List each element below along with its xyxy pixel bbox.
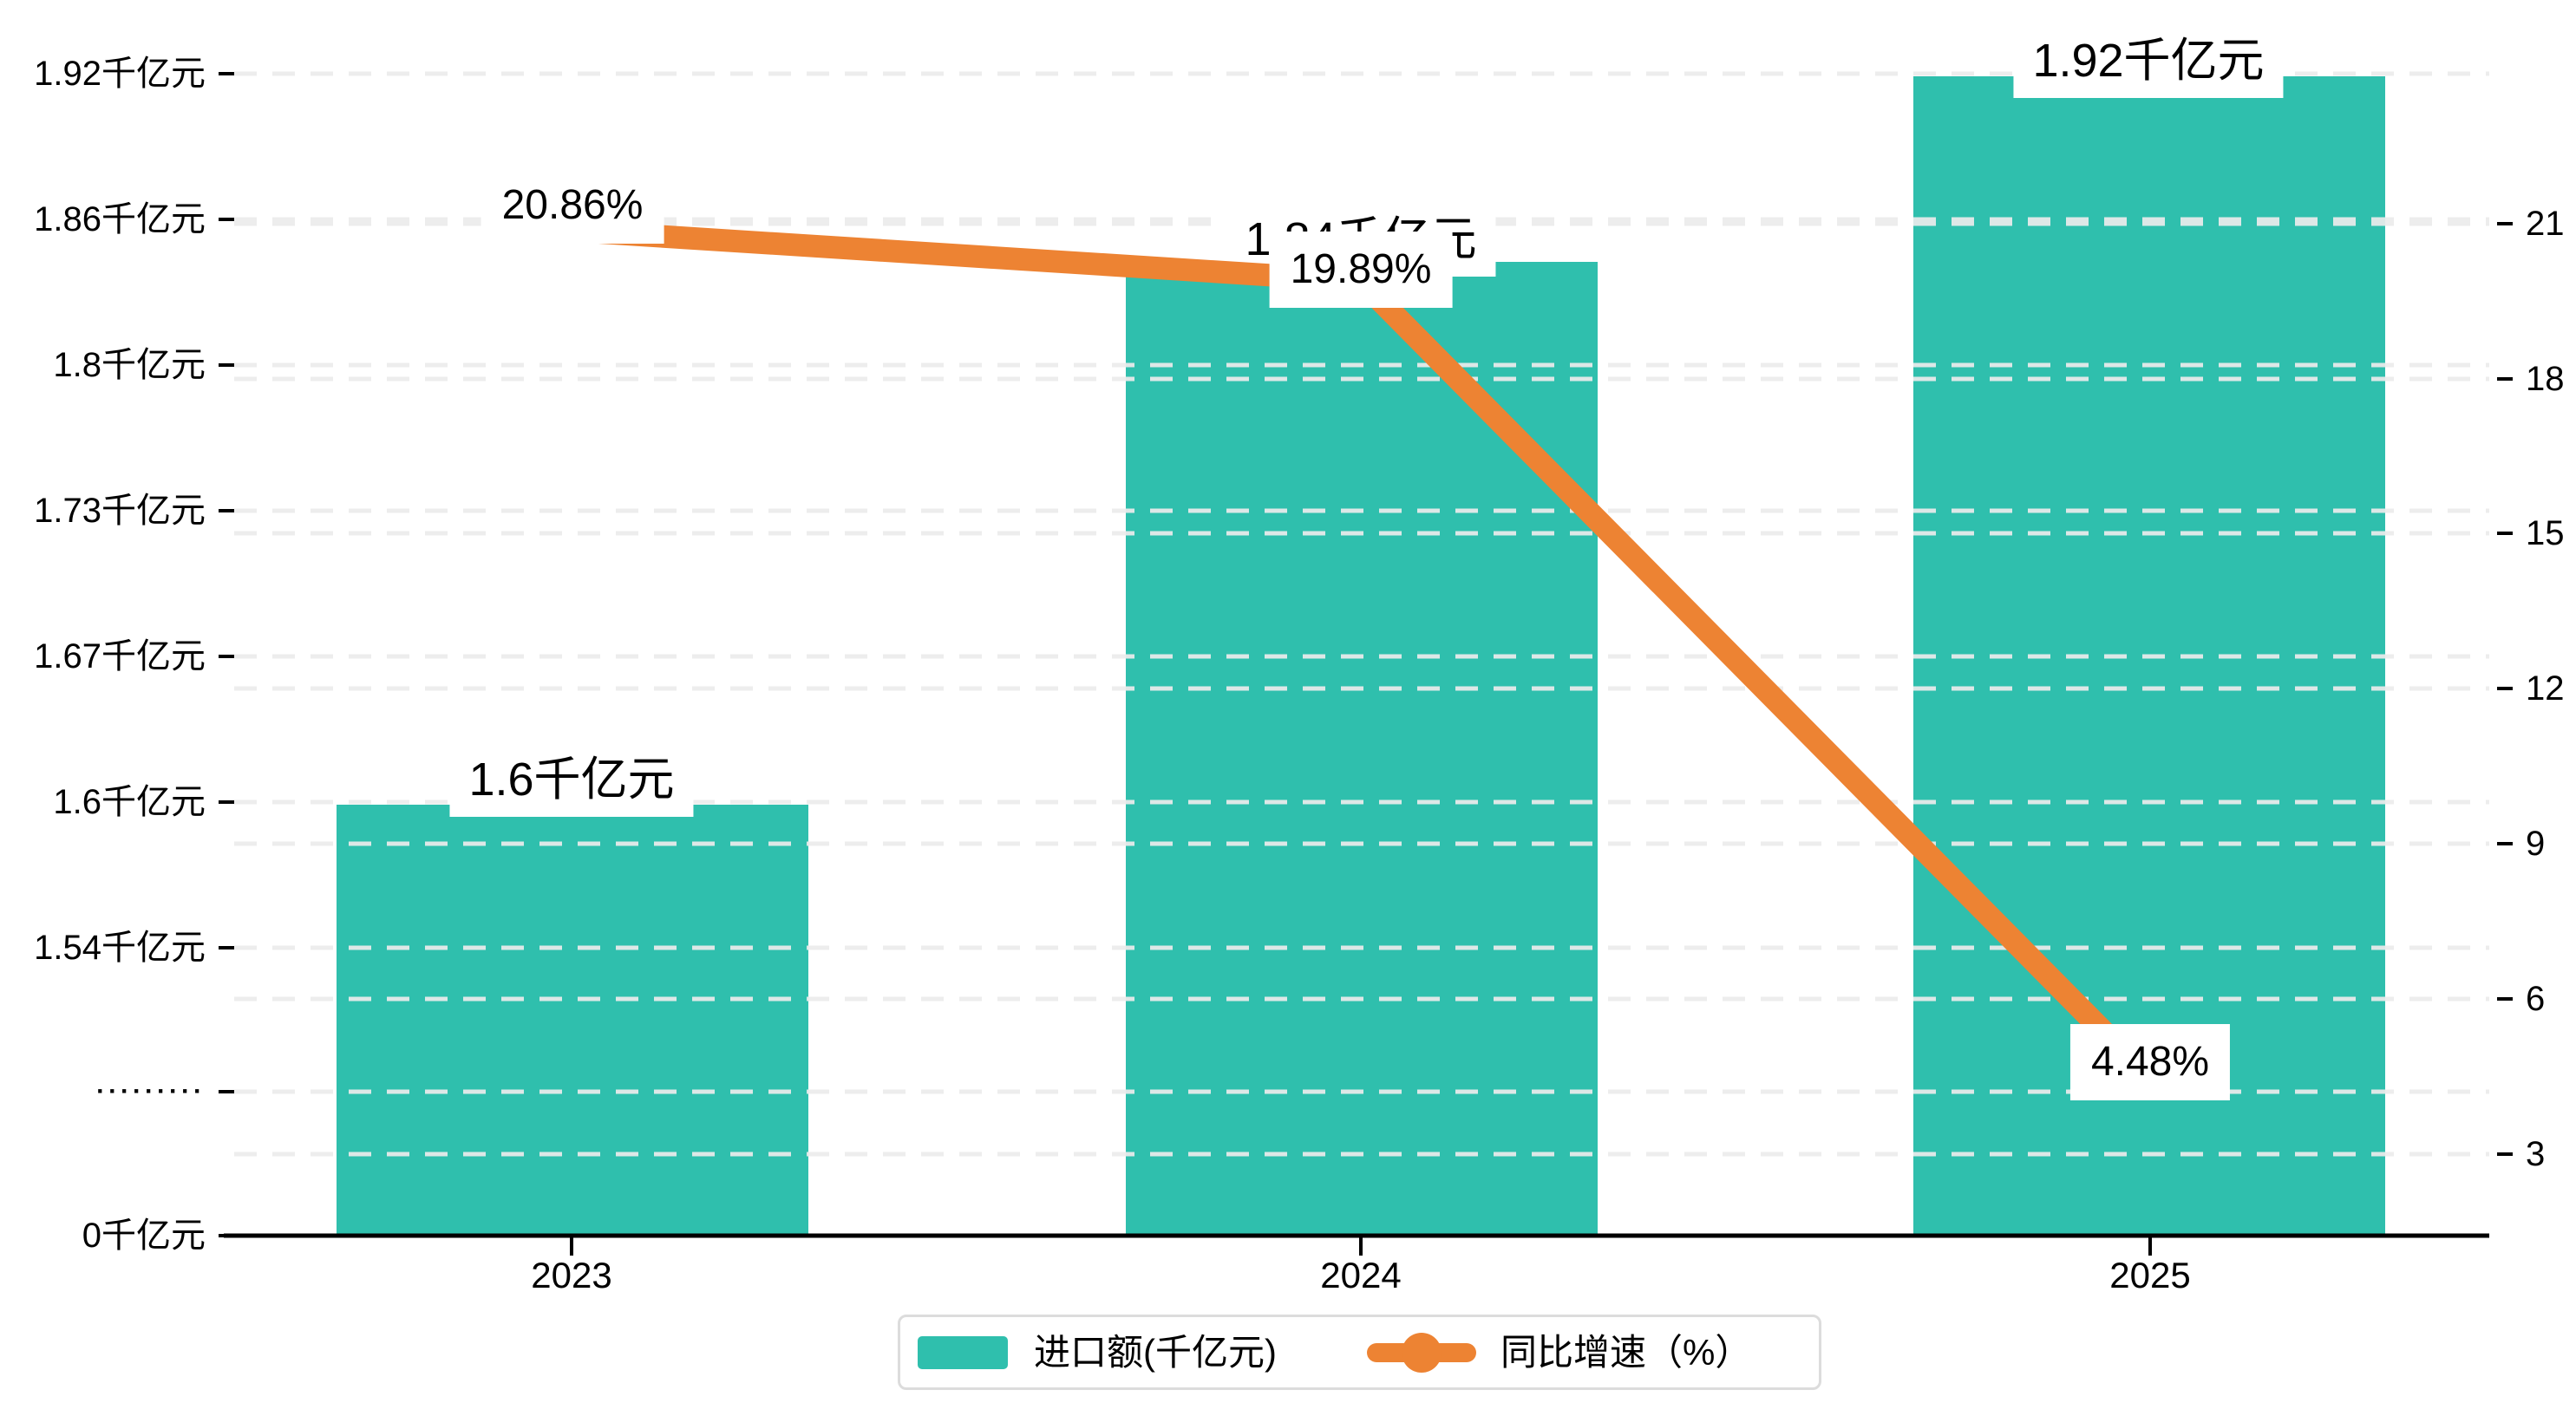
right-axis-label: 15 xyxy=(2526,514,2565,552)
left-axis-label: 1.54千亿元 xyxy=(34,929,206,967)
bar-value-label-2025: 1.92千亿元 xyxy=(2013,23,2284,98)
left-axis-tick-marks xyxy=(219,72,234,1237)
left-axis-label: 1.73千亿元 xyxy=(34,492,206,530)
right-axis-tick-marks xyxy=(2497,222,2513,1156)
left-axis-label: 0千亿元 xyxy=(82,1217,206,1255)
legend-item-growth-rate[interactable]: 同比增速（%） xyxy=(1277,1317,1751,1387)
left-axis-label: 1.8千亿元 xyxy=(53,346,206,384)
left-axis-label: 1.67千亿元 xyxy=(34,637,206,675)
line-value-label-2025: 4.48% xyxy=(2069,1024,2231,1100)
legend: 进口额(千亿元) 同比增速（%） xyxy=(898,1315,1821,1390)
legend-item-import-value[interactable]: 进口额(千亿元) xyxy=(900,1317,1277,1387)
x-axis-label-2023: 2023 xyxy=(531,1255,612,1295)
right-axis-label: 21 xyxy=(2526,205,2565,243)
bar-series-swatch-icon xyxy=(918,1335,1008,1369)
left-axis-label: 1.92千亿元 xyxy=(34,55,206,93)
right-axis-label: 9 xyxy=(2526,825,2546,863)
left-axis-label: 1.6千亿元 xyxy=(53,783,206,821)
bar-value-label-2023: 1.6千亿元 xyxy=(449,742,694,817)
line-series-marker-icon xyxy=(1366,1331,1476,1374)
left-axis-label: 1.86千亿元 xyxy=(34,200,206,238)
left-axis-break-marker: ········· xyxy=(96,1077,206,1106)
bar-2023[interactable] xyxy=(337,805,808,1236)
x-axis-label-2025: 2025 xyxy=(2109,1255,2191,1295)
line-value-label-2024: 19.89% xyxy=(1269,232,1453,308)
x-axis-label-2024: 2024 xyxy=(1320,1255,1402,1295)
x-axis-tick-marks xyxy=(570,1236,2152,1256)
right-axis-label: 6 xyxy=(2526,980,2546,1018)
legend-label-growth-rate: 同比增速（%） xyxy=(1500,1331,1752,1373)
legend-label-import-value: 进口额(千亿元) xyxy=(1034,1331,1277,1373)
right-axis-label: 12 xyxy=(2526,669,2565,708)
right-axis-label: 18 xyxy=(2526,360,2565,398)
right-axis-label: 3 xyxy=(2526,1135,2546,1173)
line-value-label-2023: 20.86% xyxy=(481,167,664,244)
